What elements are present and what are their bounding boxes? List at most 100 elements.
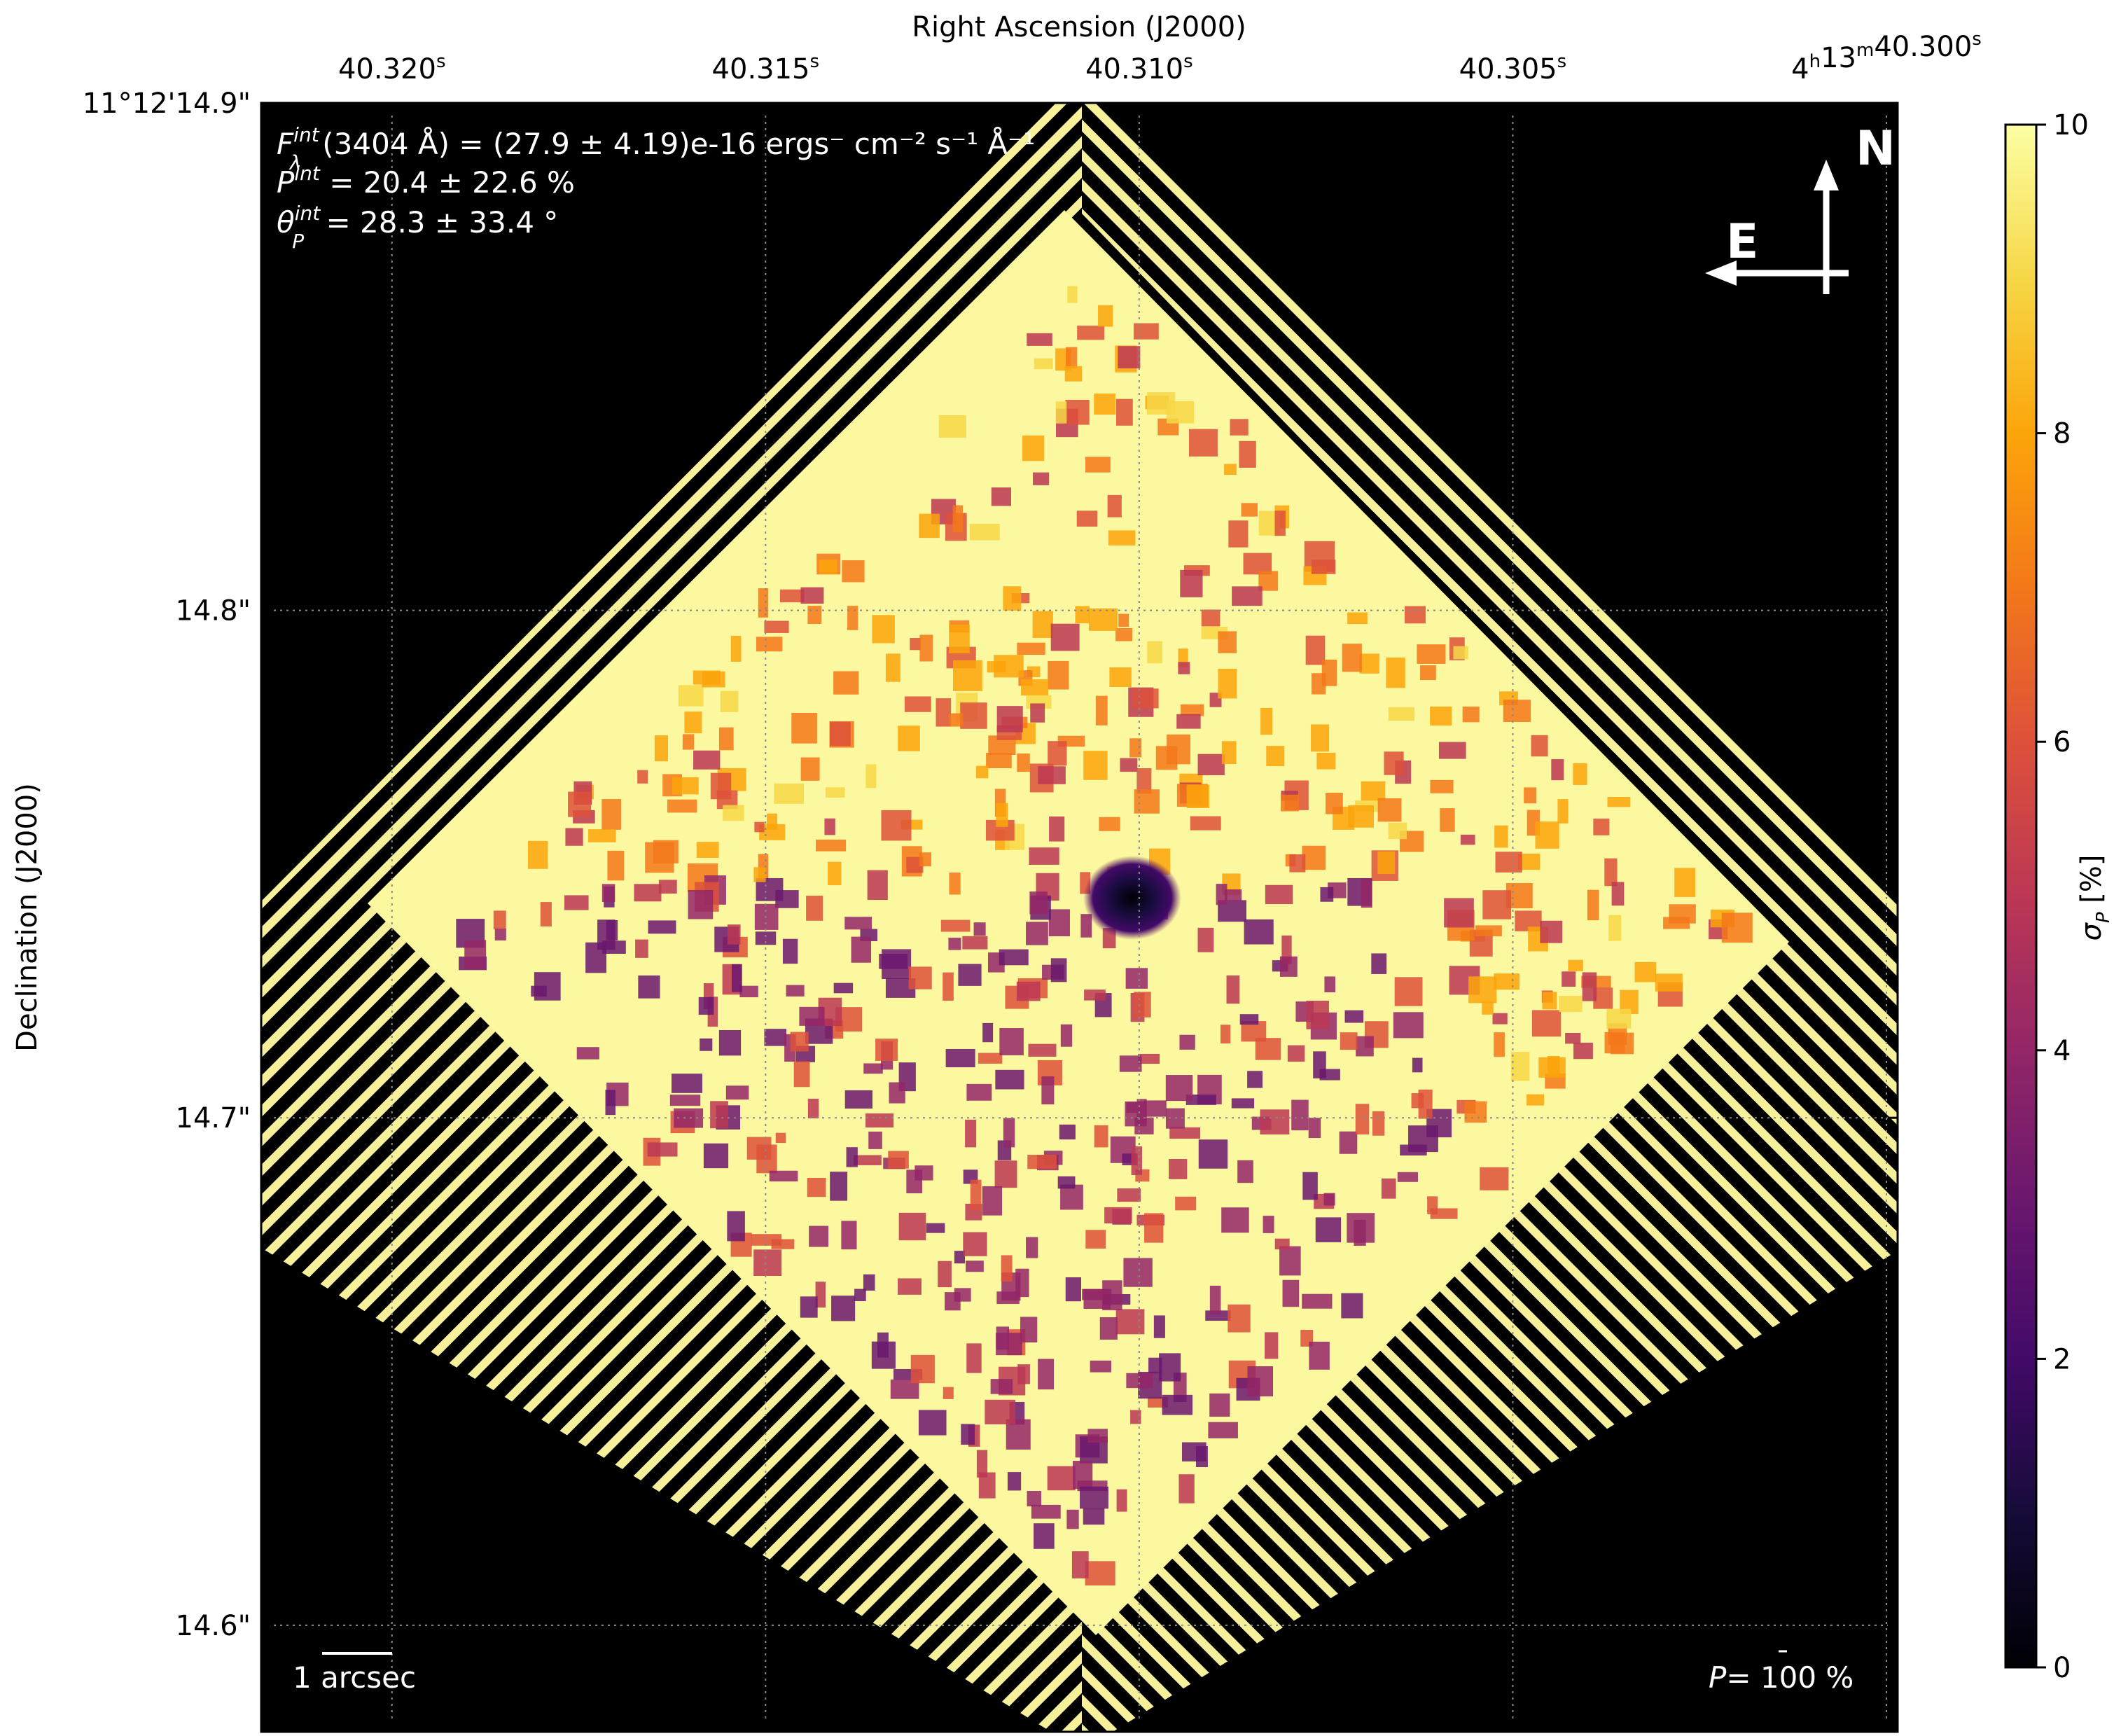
- data-texture-cell: [1099, 817, 1120, 831]
- data-texture-cell: [700, 1038, 713, 1051]
- data-texture-cell: [851, 936, 872, 963]
- data-texture-cell: [1430, 706, 1452, 726]
- data-texture-cell: [952, 660, 982, 691]
- x-tick-value: 40.315: [712, 53, 810, 85]
- data-texture-cell: [945, 1048, 975, 1068]
- data-texture-cell: [607, 850, 625, 881]
- data-texture-cell: [1115, 627, 1133, 641]
- data-texture-cell: [1394, 977, 1423, 1006]
- flux-superscript: int: [293, 123, 320, 146]
- data-texture-cell: [638, 975, 660, 999]
- data-texture-cell: [1027, 1491, 1042, 1507]
- data-texture-cell: [996, 706, 1023, 732]
- field-of-view-region: [368, 210, 1789, 1635]
- data-texture-cell: [867, 870, 888, 901]
- data-texture-cell: [1265, 1332, 1279, 1359]
- x-axis-label: Right Ascension (J2000): [912, 11, 1246, 43]
- compass-north-label: N: [1856, 121, 1896, 176]
- data-texture-cell: [1287, 1045, 1305, 1062]
- data-texture-cell: [1412, 1057, 1423, 1073]
- colorbar: 0 2 4 6 8 10 σP [%]: [2004, 109, 2114, 1684]
- data-texture-cell: [825, 787, 845, 798]
- data-texture-cell: [1197, 927, 1214, 952]
- data-texture-cell: [1131, 1146, 1143, 1175]
- polarization-symbol: P: [277, 165, 295, 200]
- data-texture-cell: [1125, 968, 1148, 989]
- central-minimum-region: [1083, 856, 1181, 940]
- data-texture-cell: [1221, 741, 1237, 765]
- data-texture-cell: [597, 919, 616, 950]
- data-texture-cell: [1309, 1341, 1330, 1370]
- polarization-superscript: int: [294, 162, 321, 185]
- data-texture-cell: [527, 840, 548, 869]
- data-texture-cell: [1029, 847, 1059, 865]
- data-texture-cell: [493, 910, 506, 930]
- integrated-values-annotation: Fint λ(3404 Å) = (27.9 ± 4.19)e-16 ergs⁻ …: [277, 123, 1035, 253]
- data-texture-cell: [1453, 646, 1468, 660]
- data-texture-cell: [1080, 914, 1092, 938]
- data-texture-cell: [1034, 1523, 1055, 1549]
- flux-symbol: F: [277, 127, 294, 161]
- data-texture-cell: [1118, 613, 1129, 627]
- data-texture-cell: [1315, 1217, 1342, 1242]
- y-axis-label: Declination (J2000): [11, 783, 43, 1052]
- data-texture-cell: [754, 903, 779, 930]
- data-texture-cell: [938, 415, 966, 438]
- y-tick-labels: 11°12'14.9" 14.8" 14.7" 14.6": [83, 88, 251, 1642]
- data-texture-cell: [1083, 1508, 1105, 1525]
- data-texture-cell: [1228, 1304, 1251, 1333]
- data-texture-cell: [1611, 882, 1625, 906]
- data-texture-cell: [1674, 868, 1696, 897]
- data-texture-cell: [1038, 1359, 1054, 1390]
- data-texture-cell: [888, 1151, 909, 1169]
- data-texture-cell: [833, 671, 859, 695]
- data-texture-cell: [1274, 1238, 1290, 1250]
- data-texture-cell: [1260, 707, 1273, 735]
- data-texture-cell: [1316, 752, 1336, 770]
- data-texture-cell: [943, 1387, 954, 1399]
- data-texture-cell: [815, 1282, 826, 1308]
- data-texture-cell: [1186, 784, 1209, 808]
- scale-bar-label: 1 arcsec: [293, 1660, 416, 1695]
- data-texture-cell: [841, 1221, 857, 1250]
- compass: N E: [1705, 121, 1896, 294]
- data-texture-cell: [1524, 787, 1537, 804]
- data-texture-cell: [962, 936, 988, 950]
- data-texture-cell: [1001, 1255, 1013, 1282]
- colorbar-tick-label: 0: [2053, 1652, 2071, 1684]
- data-texture-cell: [1022, 435, 1045, 461]
- angle-symbol: θ: [277, 205, 295, 239]
- data-texture-cell: [938, 1261, 952, 1288]
- data-texture-cell: [1593, 818, 1610, 835]
- polarization-value: = 20.4 ± 22.6 %: [320, 165, 575, 200]
- data-texture-cell: [1480, 1167, 1509, 1190]
- data-texture-cell: [807, 1098, 819, 1118]
- compass-east-label: E: [1726, 214, 1758, 270]
- data-texture-cell: [978, 1053, 1003, 1064]
- data-texture-cell: [1464, 1101, 1487, 1123]
- data-texture-cell: [1138, 1053, 1160, 1064]
- colorbar-tick-label: 2: [2053, 1343, 2071, 1375]
- data-texture-cell: [1339, 1131, 1358, 1154]
- data-texture-cell: [881, 810, 912, 841]
- data-texture-cell: [1348, 805, 1374, 828]
- data-texture-cell: [1165, 1075, 1193, 1102]
- data-texture-cell: [682, 734, 695, 750]
- data-texture-cell: [1175, 1196, 1197, 1211]
- data-texture-cell: [819, 560, 837, 574]
- data-texture-cell: [718, 727, 734, 751]
- data-texture-cell: [995, 1069, 1024, 1090]
- data-texture-cell: [1460, 834, 1475, 845]
- data-texture-cell: [1527, 1094, 1545, 1106]
- data-texture-cell: [1356, 1036, 1374, 1057]
- x-tick-value: 40.310: [1085, 53, 1183, 85]
- data-texture-cell: [954, 1251, 965, 1264]
- data-texture-cell: [1099, 1317, 1118, 1340]
- data-texture-cell: [1133, 323, 1159, 340]
- data-texture-cell: [672, 1074, 702, 1093]
- data-texture-cell: [1065, 399, 1090, 425]
- data-texture-cell: [1282, 1279, 1300, 1307]
- data-texture-cell: [645, 842, 674, 873]
- coordinate-grid: [261, 102, 1898, 1732]
- colorbar-tick-label: 8: [2053, 418, 2071, 450]
